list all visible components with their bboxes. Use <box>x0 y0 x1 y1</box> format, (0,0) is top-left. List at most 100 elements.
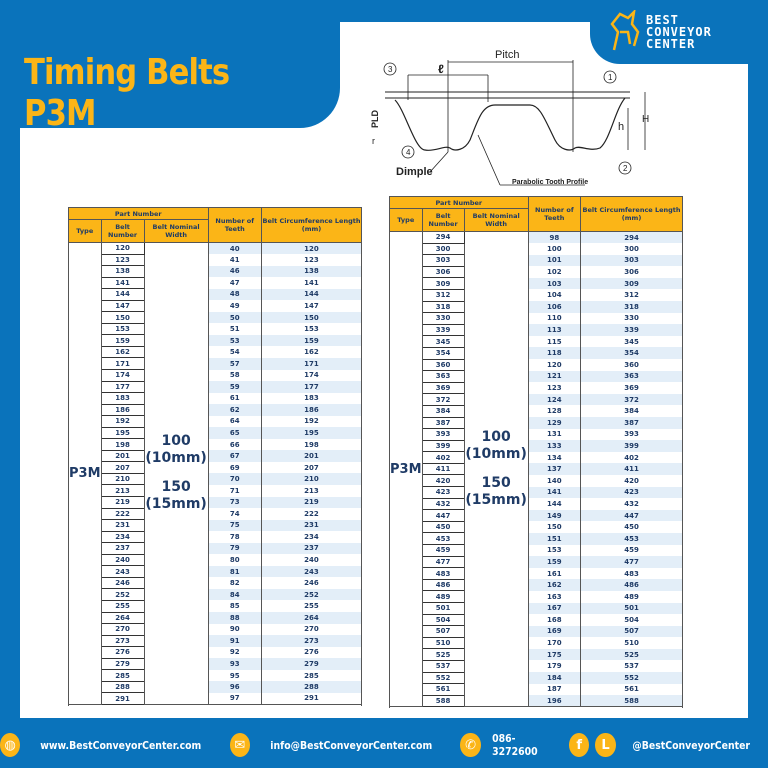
belt-number-cell: 213 <box>100 484 145 498</box>
h-label: h <box>618 121 624 133</box>
belt-number-cell: 219 <box>100 496 145 509</box>
length-cell: 138 <box>260 265 363 278</box>
email-link[interactable]: info@BestConveyorCenter.com <box>270 738 433 752</box>
belt-number-cell: 363 <box>421 370 465 383</box>
table-row: 192 64 192 <box>69 415 363 428</box>
nominal-width-header: Belt Nominal Width <box>463 208 529 232</box>
table-row: 318 106 318 <box>390 300 683 314</box>
table-row: 303 101 303 <box>390 254 683 267</box>
website-link[interactable]: www.BestConveyorCenter.com <box>40 738 202 752</box>
length-cell: 588 <box>580 695 683 707</box>
length-cell: 159 <box>260 334 363 347</box>
length-cell: 252 <box>260 588 363 601</box>
table-row: 201 67 201 <box>69 449 363 463</box>
teeth-cell: 131 <box>527 428 582 441</box>
table-row: 450 150 450 <box>390 520 683 534</box>
length-cell: 318 <box>580 301 683 313</box>
belt-number-cell: 345 <box>421 335 465 348</box>
belt-number-cell: 588 <box>421 694 465 708</box>
phone-number[interactable]: 086-3272600 <box>491 732 538 758</box>
width-150: 150 <box>161 479 191 496</box>
dimple-label: Dimple <box>396 166 433 178</box>
teeth-cell: 69 <box>207 461 262 474</box>
facebook-icon[interactable]: f <box>569 733 590 757</box>
belt-number-cell: 303 <box>421 254 465 267</box>
length-cell: 561 <box>580 683 683 696</box>
length-cell: 198 <box>260 438 363 451</box>
logo-line2: CONVEYOR <box>646 25 712 39</box>
length-cell: 504 <box>580 614 683 626</box>
belt-number-cell: 537 <box>421 659 465 673</box>
table-row: 504 168 504 <box>390 613 683 627</box>
teeth-cell: 150 <box>527 521 582 533</box>
belt-number-cell: 255 <box>100 599 145 613</box>
length-cell: 120 <box>260 242 363 255</box>
length-cell: 255 <box>260 600 363 612</box>
belt-number-cell: 339 <box>421 323 465 337</box>
table-row: 159 53 159 <box>69 334 363 347</box>
belt-number-cell: 318 <box>421 300 465 314</box>
teeth-cell: 79 <box>207 542 262 555</box>
belt-number-cell: 276 <box>100 646 145 659</box>
length-cell: 402 <box>580 451 683 464</box>
belt-number-header: Belt Number <box>100 219 145 243</box>
width-15mm: (15mm) <box>465 492 527 509</box>
length-cell: 294 <box>580 231 683 244</box>
line-icon[interactable]: L <box>595 733 616 757</box>
social-handle[interactable]: @BestConveyorCenter <box>631 738 750 752</box>
teeth-cell: 124 <box>527 393 582 406</box>
length-cell: 243 <box>260 565 363 578</box>
length-cell: 171 <box>260 357 363 370</box>
teeth-cell: 102 <box>527 266 582 278</box>
length-cell: 270 <box>260 623 363 636</box>
belt-number-cell: 489 <box>421 590 465 603</box>
length-cell: 423 <box>580 486 683 499</box>
teeth-cell: 47 <box>207 277 262 289</box>
belt-table-right: Part Number Number of Teeth Belt Circumfer… <box>389 196 683 708</box>
belt-number-cell: 525 <box>421 648 465 661</box>
belt-number-cell: 393 <box>421 428 465 441</box>
length-cell: 210 <box>260 473 363 485</box>
belt-number-cell: 477 <box>421 555 465 569</box>
teeth-cell: 70 <box>207 473 262 485</box>
teeth-cell: 179 <box>527 660 582 673</box>
belt-number-cell: 420 <box>421 474 465 488</box>
belt-number-cell: 561 <box>421 683 465 696</box>
table-row: P3M 120 100 (10mm) 150 (15mm) 40 120 <box>68 242 363 705</box>
belt-number-cell: 402 <box>421 451 465 464</box>
table-row: 279 93 279 <box>69 657 363 671</box>
length-cell: 153 <box>260 323 363 335</box>
length-cell: 231 <box>260 519 363 532</box>
length-cell: 279 <box>260 658 363 670</box>
length-cell: 510 <box>580 637 683 649</box>
teeth-cell: 61 <box>207 392 262 405</box>
belt-number-cell: 507 <box>421 625 465 638</box>
teeth-cell: 196 <box>527 695 582 707</box>
length-cell: 384 <box>580 405 683 417</box>
belt-number-cell: 423 <box>421 486 465 499</box>
teeth-cell: 58 <box>207 369 262 382</box>
brand-logo: BEST CONVEYOR CENTER <box>590 0 768 64</box>
table-row: 234 78 234 <box>69 530 363 544</box>
length-cell: 447 <box>580 509 683 522</box>
length-cell: 201 <box>260 450 363 462</box>
teeth-cell: 120 <box>527 359 582 371</box>
length-cell: 147 <box>260 300 363 312</box>
callout-2: 2 <box>623 164 628 173</box>
table-row: 141 47 141 <box>69 276 363 290</box>
teeth-cell: 175 <box>527 648 582 661</box>
nominal-width-cell: 100 (10mm) 150 (15mm) <box>143 242 209 705</box>
belt-number-cell: 264 <box>100 611 145 625</box>
length-cell: 489 <box>580 590 683 603</box>
length-cell: 507 <box>580 625 683 638</box>
teeth-cell: 51 <box>207 323 262 335</box>
type-cell: P3M <box>389 231 423 708</box>
table-row: 285 95 285 <box>69 669 363 682</box>
width-10mm: (10mm) <box>145 450 207 467</box>
belt-number-cell: 369 <box>421 381 465 395</box>
table-row: 537 179 537 <box>390 659 683 673</box>
length-cell: 306 <box>580 266 683 278</box>
teeth-cell: 134 <box>527 451 582 464</box>
teeth-cell: 133 <box>527 440 582 452</box>
belt-number-cell: 411 <box>421 462 465 476</box>
